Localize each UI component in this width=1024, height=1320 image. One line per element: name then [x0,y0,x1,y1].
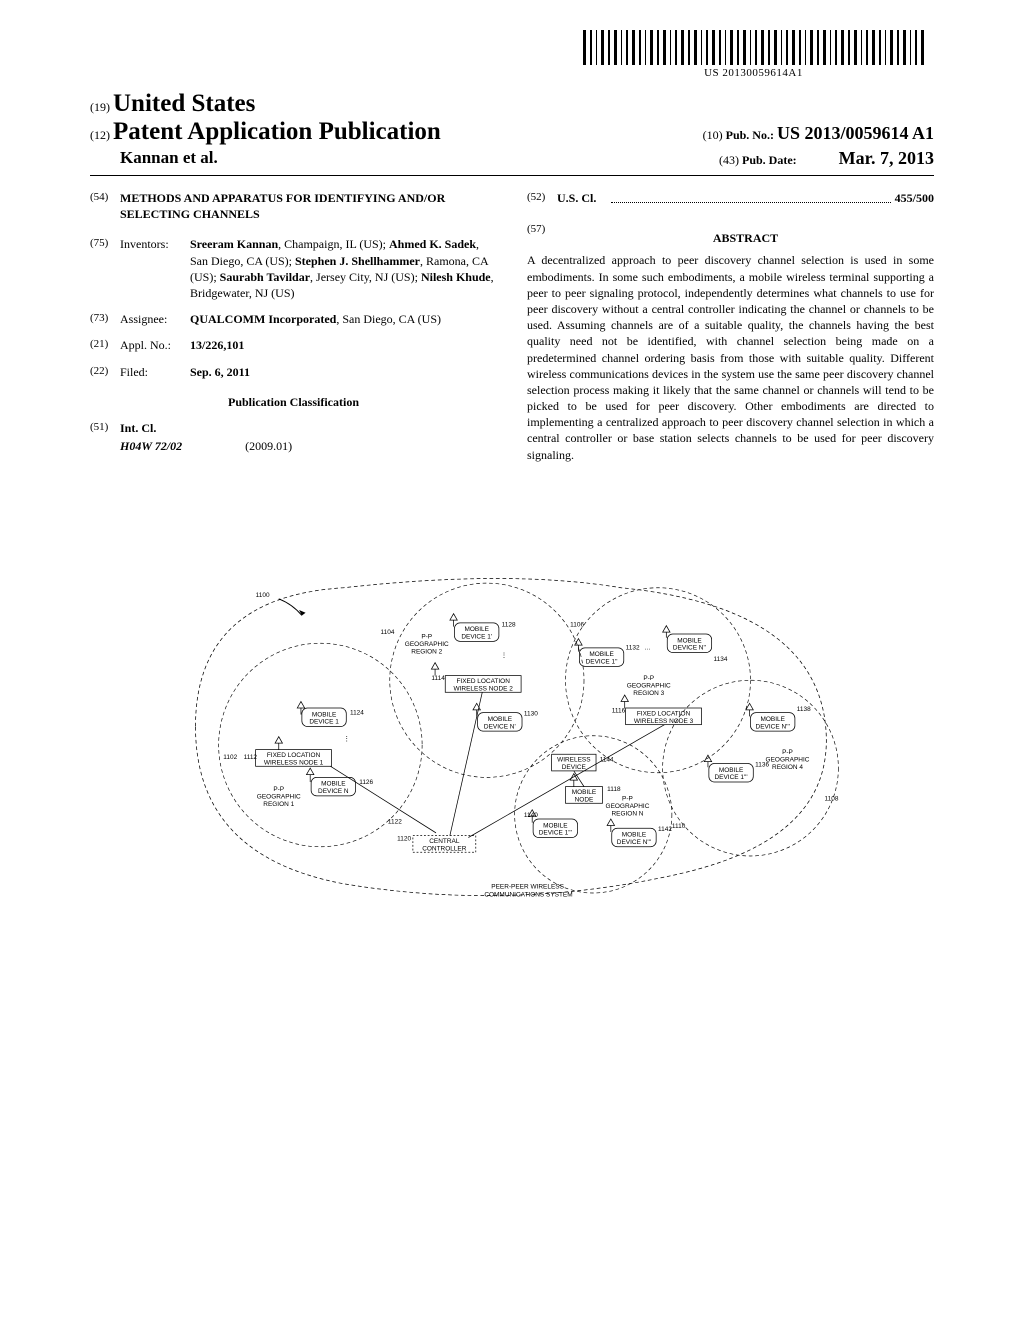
appl-no-label: Appl. No.: [120,337,190,353]
svg-text:1128: 1128 [502,622,516,629]
svg-text:FIXED LOCATIONWIRELESS NODE 1: FIXED LOCATIONWIRELESS NODE 1 [264,752,324,766]
uscl-label: U.S. Cl. [557,190,607,206]
svg-text:MOBILEDEVICE N''': MOBILEDEVICE N''' [617,832,651,846]
body-columns: (54) METHODS AND APPARATUS FOR IDENTIFYI… [90,190,934,463]
svg-text:1118: 1118 [607,786,621,793]
barcode-region: US 20130059614A1 [583,30,924,79]
field-num-52: (52) [527,190,557,206]
uscl-code: 455/500 [895,190,934,206]
ref-1100: 1100 [256,592,270,599]
ref-1102: 1102 [223,754,237,761]
field-num-75: (75) [90,236,120,301]
pub-no-value: US 2013/0059614 A1 [777,123,934,143]
document-header: (19) United States (12) Patent Applicati… [90,90,934,169]
svg-text:MOBILEDEVICE 1': MOBILEDEVICE 1' [461,626,492,640]
svg-text:⋮: ⋮ [501,652,507,659]
svg-text:MOBILEDEVICE 1''': MOBILEDEVICE 1''' [714,767,747,781]
field-num-19: (19) [90,100,110,114]
left-column: (54) METHODS AND APPARATUS FOR IDENTIFYI… [90,190,497,463]
invention-title: METHODS AND APPARATUS FOR IDENTIFYING AN… [120,190,497,222]
intcl-row: H04W 72/02 (2009.01) [120,438,497,454]
field-num-54: (54) [90,190,120,222]
appl-no-value: 13/226,101 [190,337,497,353]
svg-text:1112: 1112 [244,754,258,761]
svg-text:1116: 1116 [612,708,626,715]
header-divider [90,175,934,176]
field-num-12: (12) [90,128,110,142]
pub-date-value: Mar. 7, 2013 [839,148,934,168]
inventors-list: Sreeram Kannan, Champaign, IL (US); Ahme… [190,236,497,301]
filed-date: Sep. 6, 2011 [190,364,497,380]
authors: Kannan et al. [120,148,218,169]
svg-text:…: … [644,645,650,652]
svg-text:1110: 1110 [672,823,686,830]
svg-text:1132: 1132 [626,645,640,652]
svg-text:MOBILEDEVICE N: MOBILEDEVICE N [318,781,349,795]
svg-text:MOBILEDEVICE N''': MOBILEDEVICE N''' [756,716,790,730]
svg-text:FIXED LOCATIONWIRELESS NODE 2: FIXED LOCATIONWIRELESS NODE 2 [454,678,514,692]
uscl-dots [611,190,891,203]
svg-text:MOBILEDEVICE 1: MOBILEDEVICE 1 [309,711,339,725]
svg-text:1126: 1126 [359,779,373,786]
svg-text:P-PGEOGRAPHICREGION 4: P-PGEOGRAPHICREGION 4 [766,749,810,771]
svg-text:1130: 1130 [524,710,538,717]
label-region1: P-PGEOGRAPHICREGION 1 [257,786,301,808]
patent-figure: 1100 1102 P-PGEOGRAPHICREGION 1 MOBILEDE… [130,560,890,930]
svg-text:WIRELESSDEVICE: WIRELESSDEVICE [557,757,591,771]
svg-text:1114: 1114 [431,675,445,682]
svg-text:MOBILEDEVICE N': MOBILEDEVICE N' [484,716,516,730]
svg-text:P-PGEOGRAPHICREGION 2: P-PGEOGRAPHICREGION 2 [405,634,449,656]
svg-text:MOBILEDEVICE 1''': MOBILEDEVICE 1''' [539,822,572,836]
barcode-graphic [583,30,924,65]
svg-text:FIXED LOCATIONWIRELESS NODE 3: FIXED LOCATIONWIRELESS NODE 3 [634,710,694,724]
svg-text:1140: 1140 [524,812,538,819]
label-system: PEER-PEER WIRELESS COMMUNICATIONS SYSTEM [484,883,572,898]
field-num-73: (73) [90,311,120,327]
svg-text:1108: 1108 [824,796,838,803]
svg-text:1122: 1122 [388,819,402,826]
country-name: United States [113,90,255,117]
intcl-label: Int. Cl. [120,420,497,436]
publication-type: Patent Application Publication [113,118,441,145]
field-num-10: (10) [703,128,723,142]
svg-text:1142: 1142 [658,826,672,833]
svg-text:1104: 1104 [381,629,395,636]
field-num-57: (57) [527,222,557,252]
filed-label: Filed: [120,364,190,380]
svg-text:MOBILEDEVICE N'': MOBILEDEVICE N'' [673,637,706,651]
svg-text:P-PGEOGRAPHICREGION 3: P-PGEOGRAPHICREGION 3 [627,675,671,697]
assignee-value: QUALCOMM Incorporated, San Diego, CA (US… [190,311,497,327]
field-num-21: (21) [90,337,120,353]
svg-text:MOBILEDEVICE 1'': MOBILEDEVICE 1'' [586,651,618,665]
svg-text:P-PGEOGRAPHICREGION N: P-PGEOGRAPHICREGION N [606,796,650,818]
abstract-text: A decentralized approach to peer discove… [527,252,934,462]
svg-text:CENTRALCONTROLLER: CENTRALCONTROLLER [422,838,467,852]
svg-text:1120: 1120 [397,835,411,842]
inventors-label: Inventors: [120,236,190,301]
right-column: (52) U.S. Cl. 455/500 (57) ABSTRACT A de… [527,190,934,463]
svg-text:⋮: ⋮ [344,735,350,742]
figure-svg: 1100 1102 P-PGEOGRAPHICREGION 1 MOBILEDE… [130,560,890,930]
pub-date-label: Pub. Date: [742,153,797,167]
pub-class-heading: Publication Classification [90,394,497,410]
field-num-22: (22) [90,364,120,380]
svg-text:1136: 1136 [755,761,769,768]
svg-text:1106: 1106 [570,622,584,629]
svg-text:1124: 1124 [350,709,364,716]
field-num-43: (43) [719,153,739,167]
svg-text:MOBILENODE: MOBILENODE [572,789,597,803]
abstract-heading: ABSTRACT [557,230,934,246]
svg-text:1134: 1134 [714,656,728,663]
svg-text:1138: 1138 [797,706,811,713]
intcl-code: H04W 72/02 [120,439,182,453]
barcode-text: US 20130059614A1 [583,67,924,79]
assignee-label: Assignee: [120,311,190,327]
pub-no-label: Pub. No.: [726,128,774,142]
intcl-year: (2009.01) [245,439,292,453]
field-num-51: (51) [90,420,120,436]
